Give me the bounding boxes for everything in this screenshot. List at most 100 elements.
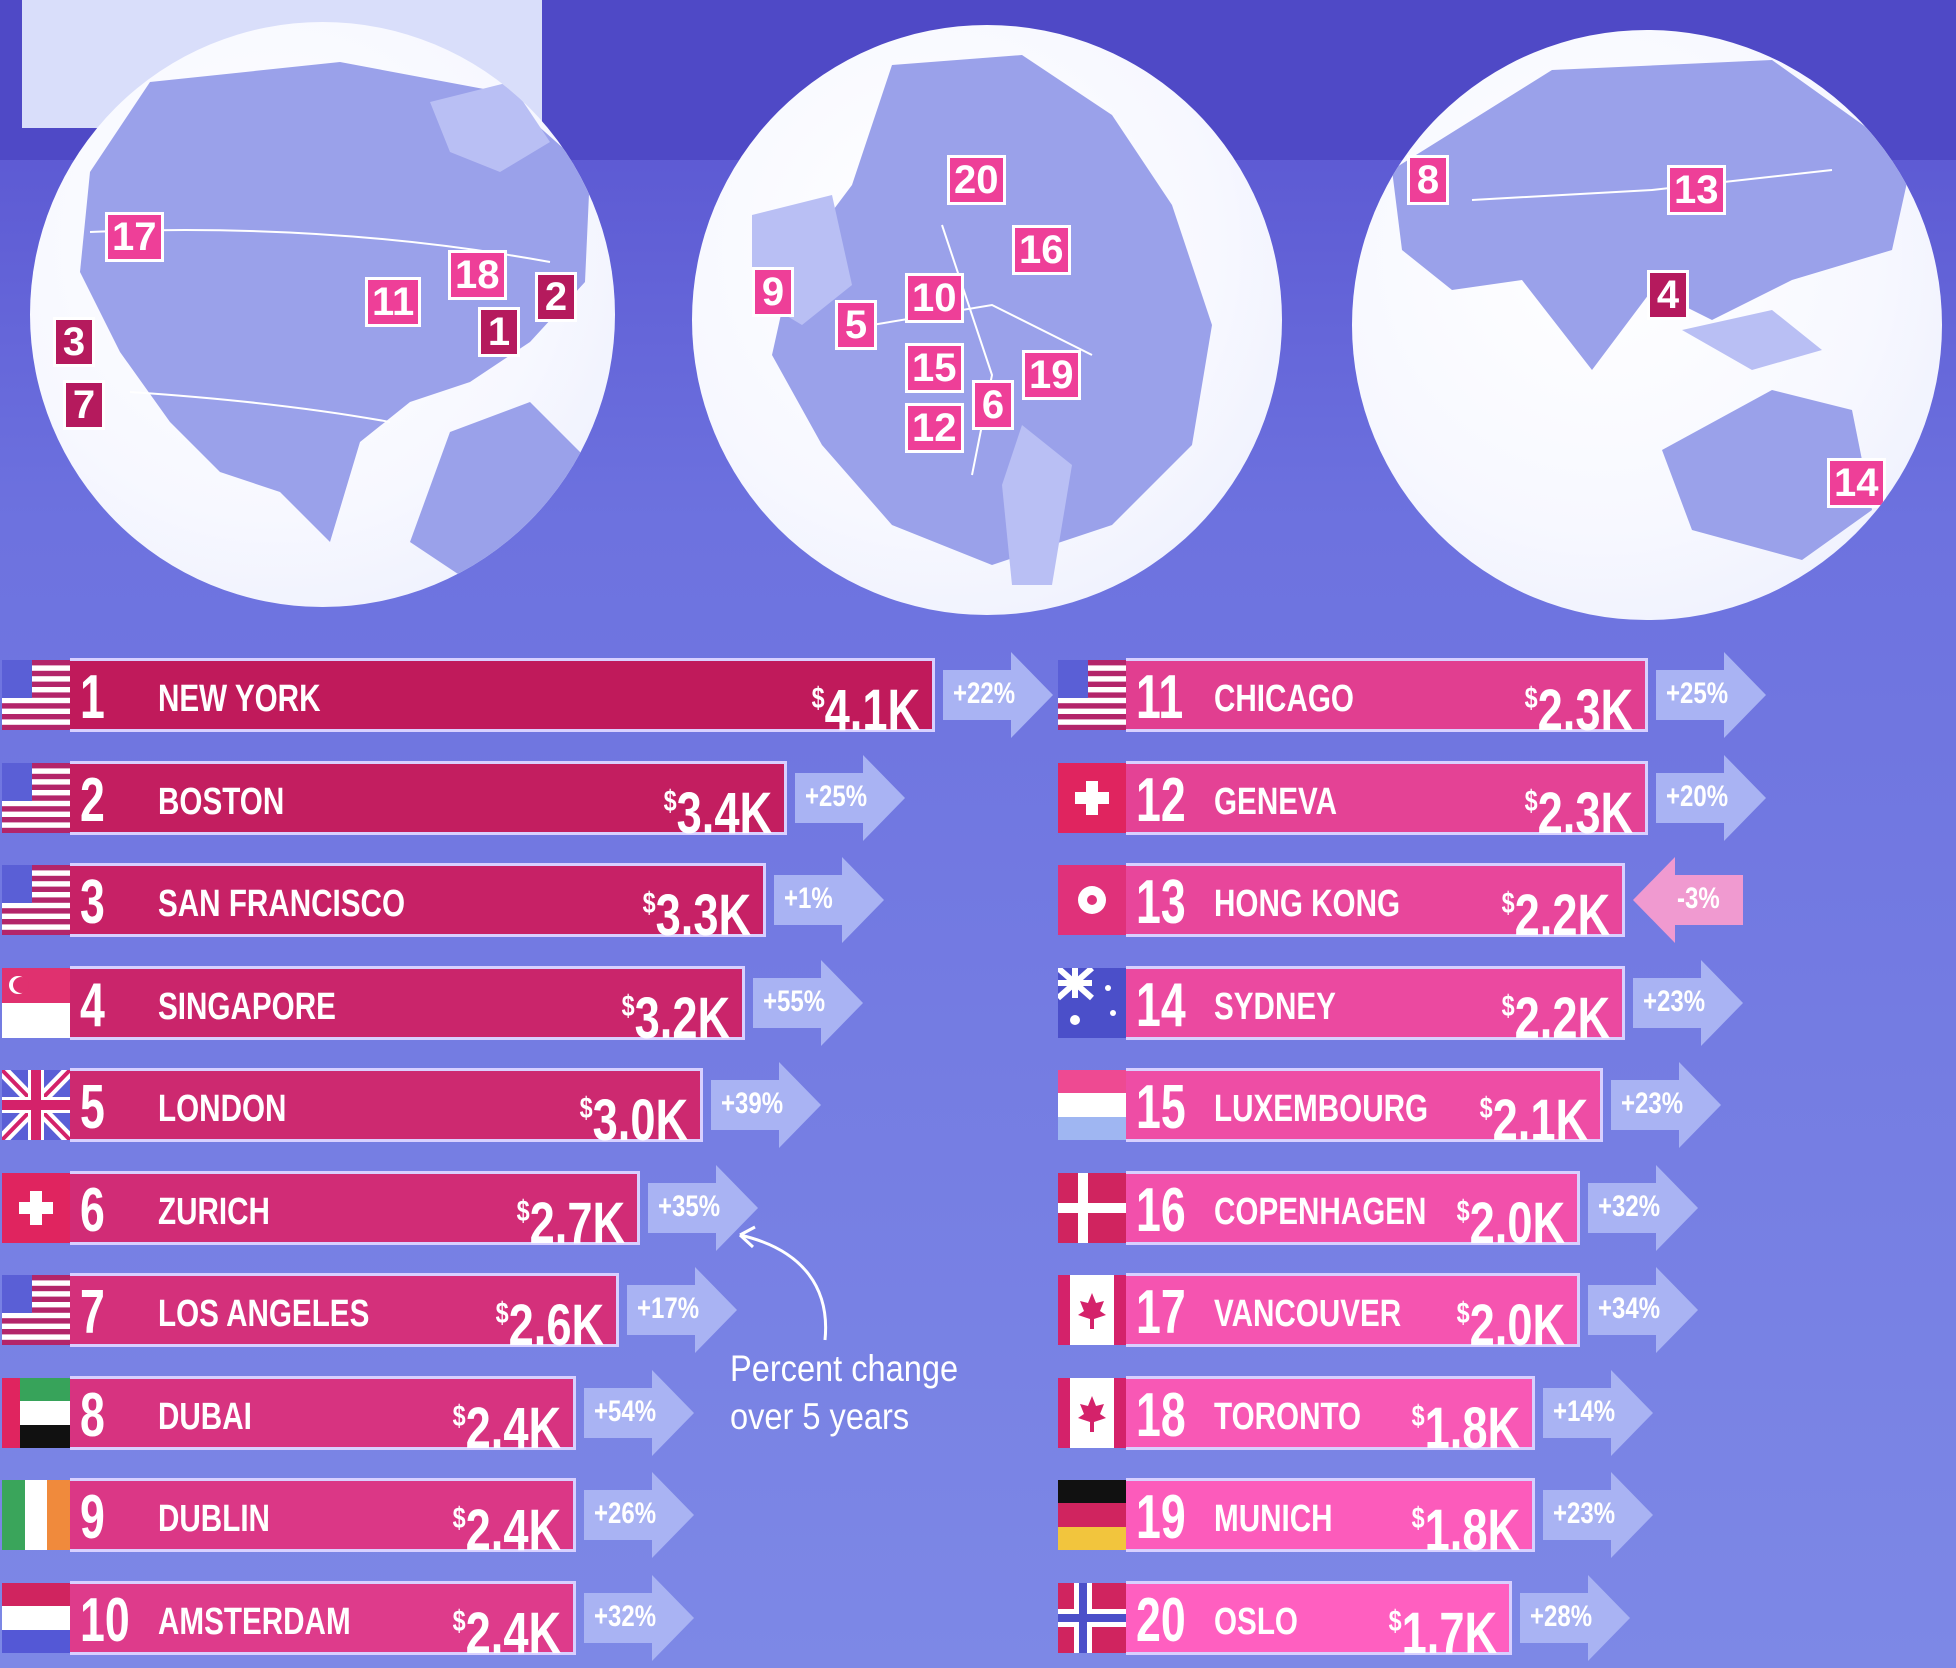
change-arrow-up: +25% <box>1656 652 1766 738</box>
flag-uk-icon <box>2 1070 70 1140</box>
value-bar: 13 HONG KONG $2.2K <box>1126 863 1625 948</box>
rank-number: 14 <box>1136 971 1186 1040</box>
globe-marker: 8 <box>1407 155 1449 205</box>
flag-usa-icon <box>2 865 70 935</box>
rank-number: 6 <box>80 1176 105 1245</box>
value-label: $2.4K <box>452 1498 561 1563</box>
value-label: $2.4K <box>452 1601 561 1666</box>
city-label: OSLO <box>1214 1601 1298 1643</box>
value-label: $2.1K <box>1479 1088 1588 1153</box>
value-bar: 14 SYDNEY $2.2K <box>1126 966 1625 1051</box>
change-arrow-up: +54% <box>584 1370 694 1456</box>
percent-change-label: +25% <box>805 780 868 813</box>
city-label: ZURICH <box>158 1191 270 1233</box>
flag-ireland-icon <box>2 1480 70 1550</box>
percent-change-label: +1% <box>784 882 833 915</box>
ranking-row: 17 VANCOUVER $2.0K +34% <box>1058 1267 1730 1358</box>
change-arrow-up: +23% <box>1611 1062 1721 1148</box>
flag-switzerland-icon <box>1058 763 1126 833</box>
value-label: $3.2K <box>621 986 730 1051</box>
value-label: $2.6K <box>495 1293 604 1358</box>
city-label: LONDON <box>158 1088 287 1130</box>
city-label: SYDNEY <box>1214 986 1336 1028</box>
rank-number: 10 <box>80 1586 130 1655</box>
change-arrow-up: +32% <box>584 1575 694 1661</box>
flag-germany-icon <box>1058 1480 1126 1550</box>
value-label: $3.0K <box>579 1088 688 1153</box>
globe-marker: 17 <box>105 212 164 262</box>
rank-number: 11 <box>1136 663 1184 732</box>
percent-change-label: +26% <box>594 1497 657 1530</box>
flag-singapore-icon <box>2 968 70 1038</box>
value-bar: 20 OSLO $1.7K <box>1126 1581 1512 1666</box>
ranking-row: 6 ZURICH $2.7K +35% <box>2 1165 790 1256</box>
globe-north-america: 17 11 18 2 3 1 7 <box>30 22 615 607</box>
rank-number: 18 <box>1136 1381 1186 1450</box>
change-arrow-up: +20% <box>1656 755 1766 841</box>
change-arrow-down: -3% <box>1633 857 1743 943</box>
change-arrow-up: +34% <box>1588 1267 1698 1353</box>
asia-pacific-map <box>1392 60 1912 560</box>
globe-marker: 14 <box>1827 458 1886 508</box>
ranking-row: 16 COPENHAGEN $2.0K +32% <box>1058 1165 1730 1256</box>
rank-number: 2 <box>80 766 105 835</box>
ranking-row: 14 SYDNEY $2.2K +23% <box>1058 960 1775 1051</box>
city-label: MUNICH <box>1214 1498 1333 1540</box>
ranking-row: 9 DUBLIN $2.4K +26% <box>2 1472 726 1563</box>
change-arrow-up: +55% <box>753 960 863 1046</box>
change-arrow-up: +39% <box>711 1062 821 1148</box>
value-label: $2.0K <box>1456 1191 1565 1256</box>
rank-number: 5 <box>80 1073 105 1142</box>
value-bar: 11 CHICAGO $2.3K <box>1126 658 1648 743</box>
city-label: AMSTERDAM <box>158 1601 351 1643</box>
globe-marker: 20 <box>947 155 1006 205</box>
value-label: $4.1K <box>811 678 920 743</box>
ranking-row: 13 HONG KONG $2.2K -3% <box>1058 857 1775 948</box>
rank-number: 4 <box>80 971 105 1040</box>
flag-usa-icon <box>2 763 70 833</box>
globe-europe: 20 16 9 10 5 15 19 6 12 <box>692 25 1282 615</box>
change-arrow-up: +28% <box>1520 1575 1630 1661</box>
value-bar: 2 BOSTON $3.4K <box>70 761 787 846</box>
ranking-row: 5 LONDON $3.0K +39% <box>2 1062 853 1153</box>
city-label: NEW YORK <box>158 678 321 720</box>
ranking-row: 20 OSLO $1.7K +28% <box>1058 1575 1662 1666</box>
value-label: $2.2K <box>1501 986 1610 1051</box>
percent-change-label: +54% <box>594 1395 657 1428</box>
percent-change-label: +39% <box>721 1087 784 1120</box>
ranking-row: 12 GENEVA $2.3K +20% <box>1058 755 1798 846</box>
city-label: LOS ANGELES <box>158 1293 370 1335</box>
globe-marker: 2 <box>535 272 577 322</box>
flag-uae-icon <box>2 1378 70 1448</box>
globe-marker: 11 <box>365 277 422 327</box>
percent-change-label: +55% <box>763 985 826 1018</box>
flag-australia-icon <box>1058 968 1126 1038</box>
value-bar: 7 LOS ANGELES $2.6K <box>70 1273 619 1358</box>
value-label: $2.3K <box>1524 781 1633 846</box>
ranking-row: 15 LUXEMBOURG $2.1K +23% <box>1058 1062 1753 1153</box>
rank-number: 3 <box>80 868 105 937</box>
value-label: $2.7K <box>516 1191 625 1256</box>
city-label: CHICAGO <box>1214 678 1354 720</box>
globe-marker: 19 <box>1022 350 1081 400</box>
change-arrow-up: +25% <box>795 755 905 841</box>
flag-canada-icon <box>1058 1378 1126 1448</box>
rank-number: 7 <box>80 1278 105 1347</box>
change-arrow-up: +26% <box>584 1472 694 1558</box>
value-bar: 12 GENEVA $2.3K <box>1126 761 1648 846</box>
value-bar: 9 DUBLIN $2.4K <box>70 1478 576 1563</box>
ranking-row: 18 TORONTO $1.8K +14% <box>1058 1370 1685 1461</box>
globe-marker: 6 <box>972 380 1014 430</box>
rank-number: 19 <box>1136 1483 1186 1552</box>
ranking-row: 4 SINGAPORE $3.2K +55% <box>2 960 895 1051</box>
value-bar: 19 MUNICH $1.8K <box>1126 1478 1535 1563</box>
percent-change-label: +35% <box>658 1190 721 1223</box>
value-label: $2.4K <box>452 1396 561 1461</box>
value-bar: 18 TORONTO $1.8K <box>1126 1376 1535 1461</box>
city-label: SAN FRANCISCO <box>158 883 406 925</box>
rank-number: 17 <box>1136 1278 1186 1347</box>
value-bar: 15 LUXEMBOURG $2.1K <box>1126 1068 1603 1153</box>
change-arrow-up: +23% <box>1543 1472 1653 1558</box>
rank-number: 20 <box>1136 1586 1186 1655</box>
value-bar: 1 NEW YORK $4.1K <box>70 658 935 743</box>
